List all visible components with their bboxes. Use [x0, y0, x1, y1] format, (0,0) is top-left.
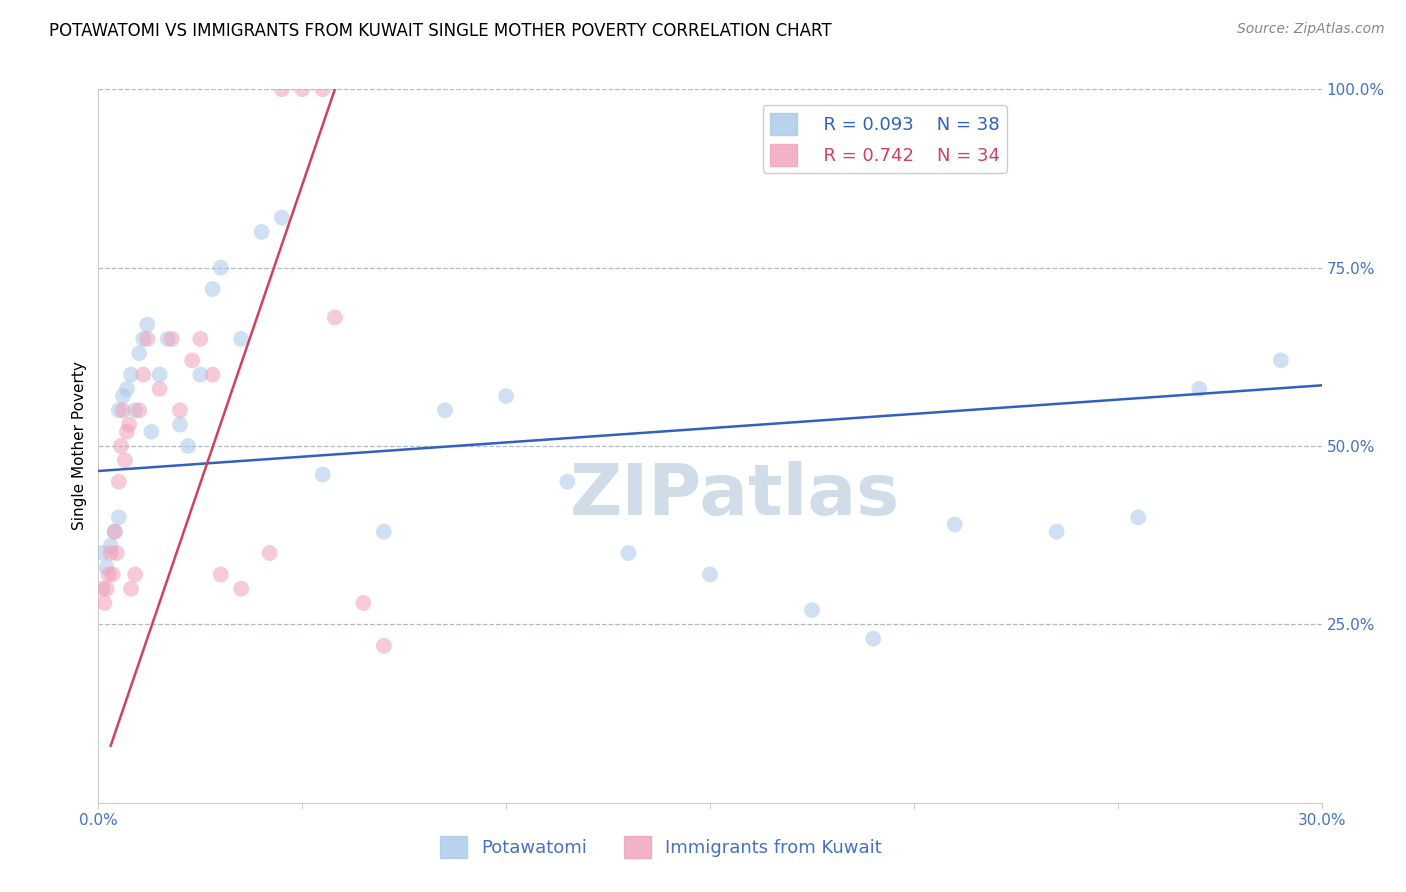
Point	[128, 346, 150, 360]
Point	[132, 368, 155, 382]
Point	[120, 368, 142, 382]
Point	[201, 282, 224, 296]
Point	[801, 603, 824, 617]
Point	[862, 632, 884, 646]
Point	[128, 403, 150, 417]
Point	[188, 332, 212, 346]
Point	[93, 596, 115, 610]
Point	[101, 567, 124, 582]
Point	[270, 82, 294, 96]
Point	[124, 403, 146, 417]
Point	[104, 524, 127, 539]
Point	[495, 389, 517, 403]
Point	[97, 567, 120, 582]
Point	[270, 211, 294, 225]
Point	[132, 332, 155, 346]
Point	[169, 417, 191, 432]
Point	[250, 225, 273, 239]
Point	[312, 467, 335, 482]
Point	[111, 403, 134, 417]
Point	[209, 567, 232, 582]
Point	[91, 582, 114, 596]
Point	[291, 82, 314, 96]
Point	[312, 82, 335, 96]
Point	[373, 639, 395, 653]
Point	[149, 382, 172, 396]
Point	[699, 567, 721, 582]
Point	[169, 403, 191, 417]
Point	[108, 403, 131, 417]
Point	[433, 403, 456, 417]
Point	[118, 417, 141, 432]
Point	[1270, 353, 1292, 368]
Point	[617, 546, 640, 560]
Point	[108, 475, 131, 489]
Text: Source: ZipAtlas.com: Source: ZipAtlas.com	[1237, 22, 1385, 37]
Point	[149, 368, 172, 382]
Point	[557, 475, 579, 489]
Point	[156, 332, 179, 346]
Point	[114, 453, 136, 467]
Point	[124, 567, 146, 582]
Point	[177, 439, 200, 453]
Point	[91, 546, 114, 560]
Point	[136, 332, 159, 346]
Point	[1045, 524, 1069, 539]
Point	[352, 596, 374, 610]
Point	[105, 546, 128, 560]
Point	[115, 425, 138, 439]
Point	[181, 353, 204, 368]
Point	[108, 510, 131, 524]
Point	[201, 368, 224, 382]
Point	[136, 318, 159, 332]
Point	[1128, 510, 1150, 524]
Point	[373, 524, 395, 539]
Legend: Potawatomi, Immigrants from Kuwait: Potawatomi, Immigrants from Kuwait	[433, 829, 889, 865]
Point	[160, 332, 183, 346]
Point	[110, 439, 132, 453]
Point	[120, 582, 142, 596]
Point	[259, 546, 281, 560]
Point	[209, 260, 232, 275]
Point	[943, 517, 966, 532]
Y-axis label: Single Mother Poverty: Single Mother Poverty	[72, 361, 87, 531]
Point	[100, 539, 122, 553]
Point	[111, 389, 134, 403]
Point	[231, 582, 253, 596]
Point	[1188, 382, 1211, 396]
Point	[188, 368, 212, 382]
Point	[231, 332, 253, 346]
Point	[96, 582, 118, 596]
Point	[96, 560, 118, 574]
Point	[141, 425, 163, 439]
Point	[115, 382, 138, 396]
Text: POTAWATOMI VS IMMIGRANTS FROM KUWAIT SINGLE MOTHER POVERTY CORRELATION CHART: POTAWATOMI VS IMMIGRANTS FROM KUWAIT SIN…	[49, 22, 832, 40]
Point	[323, 310, 346, 325]
Point	[100, 546, 122, 560]
Text: ZIPatlas: ZIPatlas	[569, 461, 900, 531]
Point	[104, 524, 127, 539]
